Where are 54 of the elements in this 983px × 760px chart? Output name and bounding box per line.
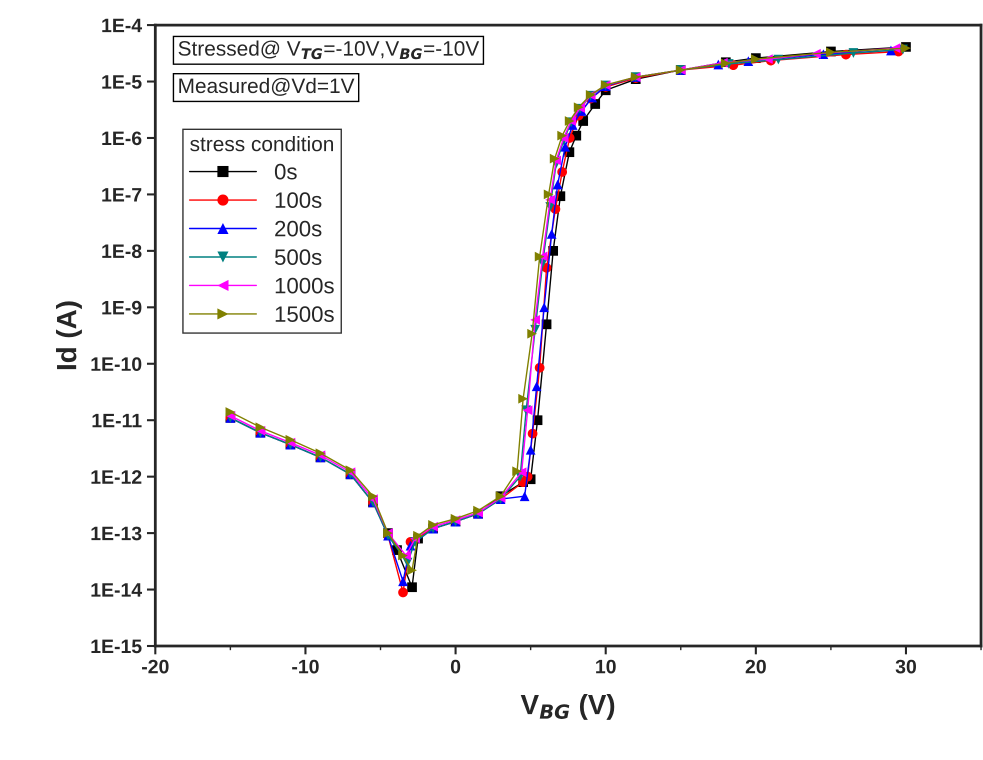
point	[413, 530, 423, 541]
legend-label: 100s	[276, 192, 322, 208]
point	[407, 582, 417, 592]
point	[512, 466, 522, 476]
point	[286, 434, 296, 445]
point	[534, 252, 545, 262]
point	[518, 394, 528, 404]
annotation: Stressed@ V$_{TG}$=-10V,V$_{BG}$=-10V	[178, 40, 480, 60]
y-tick-label: 1E-6	[102, 131, 142, 146]
y-tick-label: 1E-12	[91, 470, 142, 484]
point	[398, 576, 408, 586]
y-tick-label: 1E-8	[102, 244, 142, 258]
legend-label: 500s	[274, 249, 322, 265]
point	[557, 130, 568, 140]
y-tick-label: 1E-10	[91, 357, 142, 371]
point	[539, 302, 550, 312]
point	[398, 588, 408, 598]
y-tick-label: 1E-4	[102, 18, 142, 32]
y-tick-label: 1E-14	[91, 583, 142, 597]
point	[368, 491, 378, 502]
y-tick-label: 1E-15	[91, 640, 142, 654]
y-tick-label: 1E-7	[102, 188, 142, 202]
point	[546, 229, 557, 239]
point	[560, 142, 570, 152]
legend-label: 200s	[275, 220, 322, 237]
x-tick-label: 10	[596, 660, 616, 674]
legend-label: 0s	[274, 164, 297, 180]
annotation: Measured@Vd=1V	[179, 78, 354, 96]
point	[407, 565, 417, 576]
x-tick-label: -20	[142, 660, 169, 674]
y-tick-label: 1E-5	[102, 75, 142, 89]
y-tick-label: 1E-13	[91, 526, 142, 540]
legend-title: stress condition	[190, 136, 333, 152]
x-tick-label: 20	[746, 660, 766, 674]
y-tick-label: 1E-9	[102, 300, 142, 315]
y-axis-title: Id (A)	[56, 301, 82, 370]
point	[226, 407, 236, 417]
x-tick-label: -10	[292, 660, 319, 674]
point	[527, 328, 538, 339]
legend-label: 1500s	[276, 306, 334, 322]
point	[545, 195, 556, 205]
x-tick-label: 0	[450, 660, 460, 674]
legend-label: 1000s	[276, 278, 334, 294]
point	[530, 314, 540, 325]
point	[532, 381, 542, 392]
x-axis-title: V$_{BG}$ (V)	[520, 694, 614, 720]
point	[398, 550, 408, 560]
point	[520, 491, 530, 502]
point	[256, 422, 266, 432]
y-tick-label: 1E-11	[92, 414, 142, 428]
point	[544, 190, 554, 200]
point	[526, 444, 536, 455]
x-tick-label: 30	[896, 660, 916, 674]
point	[552, 180, 563, 190]
